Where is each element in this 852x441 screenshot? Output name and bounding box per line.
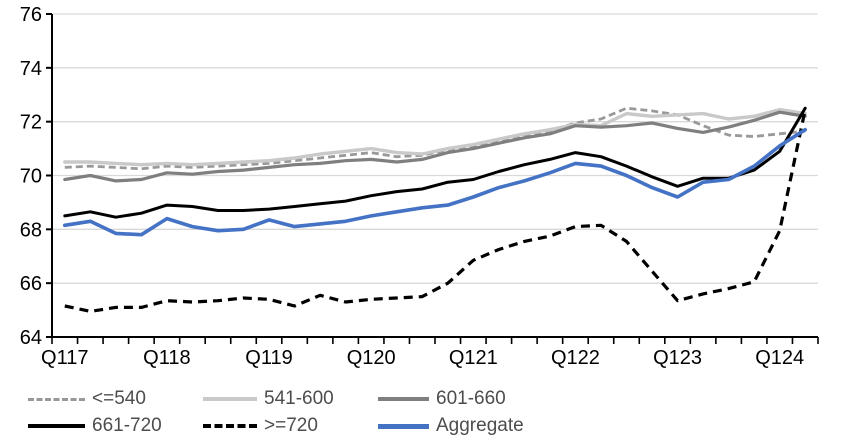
series-line-541-600 — [63, 107, 807, 167]
legend-label: 661-720 — [92, 415, 162, 436]
legend-label: 541-600 — [264, 388, 334, 409]
y-tick-labels: 64 66 68 70 72 74 76 — [20, 4, 42, 349]
x-tick-labels: Q117 Q118 Q119 Q120 Q121 Q122 Q123 Q124 — [41, 347, 804, 369]
svg-text:68: 68 — [20, 219, 42, 241]
legend-item-541-600: 541-600 — [203, 387, 334, 411]
legend-item-661-720: 661-720 — [28, 414, 162, 438]
svg-text:Q117: Q117 — [41, 347, 88, 369]
svg-text:Q124: Q124 — [755, 347, 804, 369]
gridlines — [52, 13, 818, 284]
svg-text:64: 64 — [20, 327, 42, 349]
x-axis — [51, 336, 819, 344]
svg-text:Q120: Q120 — [347, 347, 396, 369]
legend-item-lte-540: <=540 — [28, 387, 146, 411]
svg-text:76: 76 — [20, 4, 42, 26]
legend-label: >=720 — [264, 415, 318, 436]
svg-text:Q118: Q118 — [143, 347, 190, 369]
gte-720-line-swatch-icon — [203, 424, 257, 428]
y-axis — [46, 13, 53, 338]
legend-item-601-660: 601-660 — [378, 387, 506, 411]
541-600-line-swatch-icon — [203, 397, 257, 401]
aggregate-line-swatch-icon — [378, 423, 429, 429]
legend-label: 601-660 — [436, 388, 506, 409]
legend-item-aggregate: Aggregate — [378, 414, 524, 438]
svg-text:Q121: Q121 — [449, 347, 498, 369]
legend-item-gte-720: >=720 — [203, 414, 318, 438]
svg-text:70: 70 — [20, 166, 42, 188]
svg-text:Q123: Q123 — [653, 347, 702, 369]
601-660-line-swatch-icon — [378, 397, 429, 401]
svg-text:72: 72 — [20, 112, 42, 134]
svg-text:Q122: Q122 — [551, 347, 600, 369]
svg-text:66: 66 — [20, 273, 42, 295]
series-line-Aggregate — [63, 127, 808, 237]
series-line-661-720 — [63, 106, 807, 219]
series-line--720 — [64, 109, 807, 313]
svg-text:Q119: Q119 — [245, 347, 292, 369]
legend-label: <=540 — [92, 388, 146, 409]
series-line-601-660 — [63, 110, 807, 183]
lte-540-line-swatch-icon — [28, 397, 85, 401]
661-720-line-swatch-icon — [28, 424, 85, 428]
legend-label: Aggregate — [436, 415, 524, 436]
svg-text:74: 74 — [20, 58, 42, 80]
series-line--540 — [64, 106, 806, 171]
